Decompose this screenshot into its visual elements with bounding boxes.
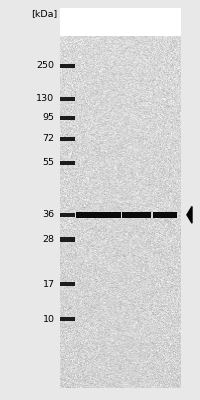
- Text: 3: 3: [161, 17, 168, 27]
- Bar: [152, 212, 176, 218]
- Text: 95: 95: [42, 113, 54, 122]
- Bar: [60, 282, 74, 286]
- Text: [kDa]: [kDa]: [31, 9, 57, 18]
- Text: 28: 28: [42, 235, 54, 244]
- Bar: [122, 212, 150, 218]
- Text: 2: 2: [131, 17, 138, 27]
- Bar: [60, 116, 74, 120]
- Bar: [60, 64, 74, 68]
- Bar: [76, 212, 120, 218]
- Bar: [60, 161, 74, 165]
- Bar: [60, 213, 74, 217]
- Bar: [60, 96, 74, 101]
- Text: 130: 130: [36, 94, 54, 103]
- Bar: [60, 137, 74, 141]
- Text: 55: 55: [42, 158, 54, 167]
- Text: 1: 1: [87, 17, 93, 27]
- Text: 250: 250: [36, 62, 54, 70]
- Bar: [60, 317, 74, 322]
- Text: 72: 72: [42, 134, 54, 143]
- Text: 10: 10: [42, 315, 54, 324]
- Text: 17: 17: [42, 280, 54, 289]
- Bar: [60, 237, 74, 242]
- Text: 36: 36: [42, 210, 54, 219]
